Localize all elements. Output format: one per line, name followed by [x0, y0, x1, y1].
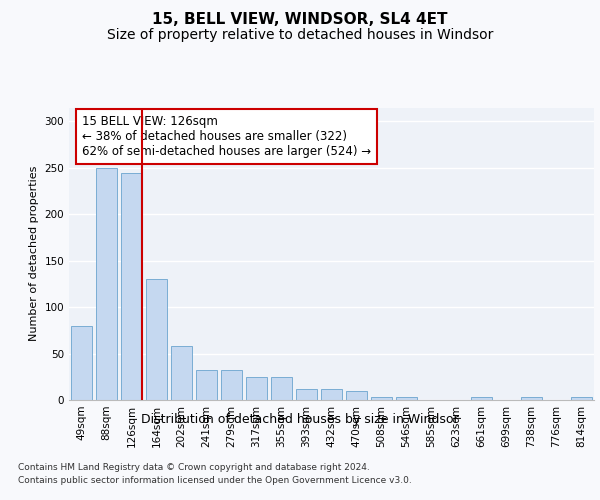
- Bar: [121, 172, 142, 400]
- Text: 15 BELL VIEW: 126sqm
← 38% of detached houses are smaller (322)
62% of semi-deta: 15 BELL VIEW: 126sqm ← 38% of detached h…: [82, 115, 371, 158]
- Bar: [96, 168, 117, 400]
- Text: 15, BELL VIEW, WINDSOR, SL4 4ET: 15, BELL VIEW, WINDSOR, SL4 4ET: [152, 12, 448, 28]
- Bar: [171, 346, 192, 400]
- Bar: [146, 280, 167, 400]
- Bar: [196, 370, 217, 400]
- Text: Distribution of detached houses by size in Windsor: Distribution of detached houses by size …: [141, 412, 459, 426]
- Y-axis label: Number of detached properties: Number of detached properties: [29, 166, 39, 342]
- Bar: [71, 326, 92, 400]
- Bar: [371, 397, 392, 400]
- Bar: [271, 377, 292, 400]
- Text: Contains public sector information licensed under the Open Government Licence v3: Contains public sector information licen…: [18, 476, 412, 485]
- Bar: [221, 370, 242, 400]
- Bar: [521, 397, 542, 400]
- Bar: [571, 397, 592, 400]
- Text: Size of property relative to detached houses in Windsor: Size of property relative to detached ho…: [107, 28, 493, 42]
- Text: Contains HM Land Registry data © Crown copyright and database right 2024.: Contains HM Land Registry data © Crown c…: [18, 462, 370, 471]
- Bar: [346, 390, 367, 400]
- Bar: [396, 397, 417, 400]
- Bar: [471, 397, 492, 400]
- Bar: [296, 389, 317, 400]
- Bar: [246, 377, 267, 400]
- Bar: [321, 389, 342, 400]
